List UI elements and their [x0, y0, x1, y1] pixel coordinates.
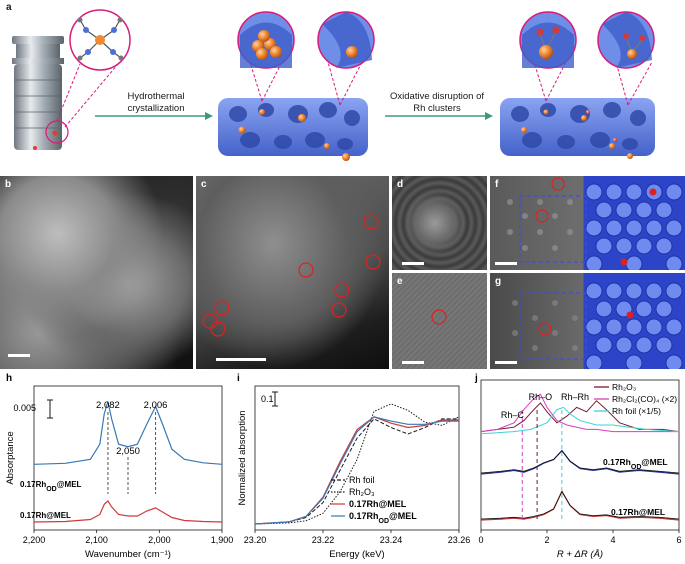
scale-label-h: 0.005 — [13, 403, 36, 413]
step2-line2: Rh clusters — [413, 103, 461, 114]
panel-label-g: g — [495, 276, 502, 287]
series-label-0: 0.17RhOD@MEL — [20, 480, 82, 493]
x-tick-label-j-2: 4 — [610, 535, 615, 545]
panel-label-e: e — [397, 276, 403, 287]
y-axis-label-i: Normalized absorption — [237, 410, 248, 505]
micrograph-g: g — [490, 273, 685, 369]
annotation-rh-o: Rh–O — [529, 392, 553, 402]
panel-label-a: a — [6, 2, 12, 13]
x-tick-label-h-2: 2,000 — [148, 535, 171, 545]
peak-label-2006: 2,006 — [144, 400, 168, 411]
step1-line2: crystallization — [127, 103, 185, 114]
annotation-rh-c: Rh–C — [501, 410, 525, 420]
scale-bar-e — [402, 361, 424, 364]
x-tick-label-h-3: 1,900 — [211, 535, 233, 545]
panel-label-f: f — [495, 179, 499, 190]
x-tick-label-i-3: 23.26 — [448, 535, 471, 545]
curve-label-od: 0.17RhOD@MEL — [603, 457, 668, 471]
legend-label-j-1: Rh₂Cl₂(CO)₄ (×2) — [612, 394, 677, 404]
x-tick-label-i-0: 23.20 — [244, 535, 267, 545]
series-line-0 — [254, 418, 459, 525]
legend-label-j-0: Rh₂O₃ — [612, 382, 636, 392]
x-tick-label-j-3: 6 — [676, 535, 681, 545]
arrow-right-icon — [205, 112, 213, 120]
panel-label-j: j — [474, 373, 478, 384]
series-line-1 — [254, 403, 460, 525]
plot-frame-j — [480, 379, 680, 531]
micrograph-f: f — [490, 176, 685, 270]
step2-line1: Oxidative disruption of — [390, 91, 484, 102]
micrograph-e: e — [392, 273, 487, 369]
curve-label-mel: 0.17Rh@MEL — [611, 507, 665, 517]
scale-bar-d — [402, 262, 424, 265]
series-line-0 — [33, 401, 223, 465]
x-tick-label-i-2: 23.24 — [380, 535, 403, 545]
atom-marker-e — [431, 309, 447, 325]
micrograph-d: d — [392, 176, 487, 270]
legend-label-0: Rh foil — [349, 475, 375, 485]
micrograph-c: c — [196, 176, 389, 369]
x-tick-label-h-0: 2,200 — [23, 535, 46, 545]
x-axis-label-h: Wavenumber (cm⁻¹) — [85, 549, 171, 560]
arrow-right-icon-2 — [485, 112, 493, 120]
annotation-rh-rh: Rh–Rh — [561, 392, 589, 402]
scale-label-i: 0.1 — [261, 394, 274, 404]
panel-label-d: d — [397, 179, 404, 190]
step1-line1: Hydrothermal — [127, 91, 185, 102]
chart-h: h 2,082 2,050 2,006 0.005 0.17RhOD@MEL 0.17Rh@… — [5, 373, 233, 560]
series-line-3 — [254, 416, 459, 525]
panel-label-h: h — [6, 373, 12, 384]
series-label-1: 0.17Rh@MEL — [20, 511, 71, 520]
zeolite-block-oxidized-icon — [500, 98, 655, 159]
step1-text: Hydrothermal crystallization — [108, 91, 204, 115]
series-line-1 — [33, 499, 223, 523]
x-tick-label-j-0: 0 — [478, 535, 483, 545]
peak-label-2050: 2,050 — [116, 446, 140, 457]
legend-label-j-2: Rh foil (×1/5) — [612, 406, 661, 416]
series-line-1 — [480, 393, 679, 433]
peak-label-2082: 2,082 — [96, 400, 120, 411]
atom-markers — [202, 214, 381, 337]
x-axis-label-j: R + ΔR (Å) — [557, 549, 603, 560]
lattice-overlay-g — [512, 282, 683, 369]
x-axis-label-i: Energy (keV) — [329, 549, 384, 560]
panel-label-c: c — [201, 179, 207, 190]
micrograph-b: b — [0, 176, 193, 369]
plot-frame-h — [33, 385, 223, 531]
legend-label-1: Rh₂O₃ — [349, 487, 375, 497]
series-line-2 — [480, 406, 680, 435]
scale-bar-c — [216, 358, 266, 361]
scale-bar — [8, 354, 30, 357]
scale-bar-f — [495, 262, 517, 265]
x-tick-label-i-1: 23.22 — [312, 535, 335, 545]
legend-label-3: 0.17RhOD@MEL — [349, 511, 417, 525]
panel-label-i: i — [237, 373, 240, 384]
chart-i: i 0.1 Rh foil Rh₂O₃ 0.17Rh@MEL 0.17RhOD@MEL 23… — [237, 373, 471, 560]
data-line-mel — [480, 490, 680, 520]
panel-a-illustration — [12, 9, 655, 161]
series-line-0 — [480, 400, 680, 433]
zeolite-block-icon — [218, 98, 368, 161]
scale-bar-g — [495, 361, 517, 364]
y-axis-label-h: Absorptance — [5, 431, 16, 484]
data-line-od — [480, 450, 680, 474]
panel-label-b: b — [5, 179, 12, 190]
x-tick-label-h-1: 2,100 — [85, 535, 108, 545]
lattice-overlay-f — [507, 177, 683, 270]
autoclave-icon — [12, 36, 69, 150]
legend-label-2: 0.17Rh@MEL — [349, 499, 407, 509]
chart-j: j Rh–C Rh–O Rh–Rh Rh₂O₃ Rh₂Cl₂(CO)₄ (×2) Rh fo… — [474, 373, 682, 560]
plot-frame-i — [254, 385, 460, 531]
step2-text: Oxidative disruption of Rh clusters — [382, 91, 492, 115]
x-tick-label-j-1: 2 — [544, 535, 549, 545]
